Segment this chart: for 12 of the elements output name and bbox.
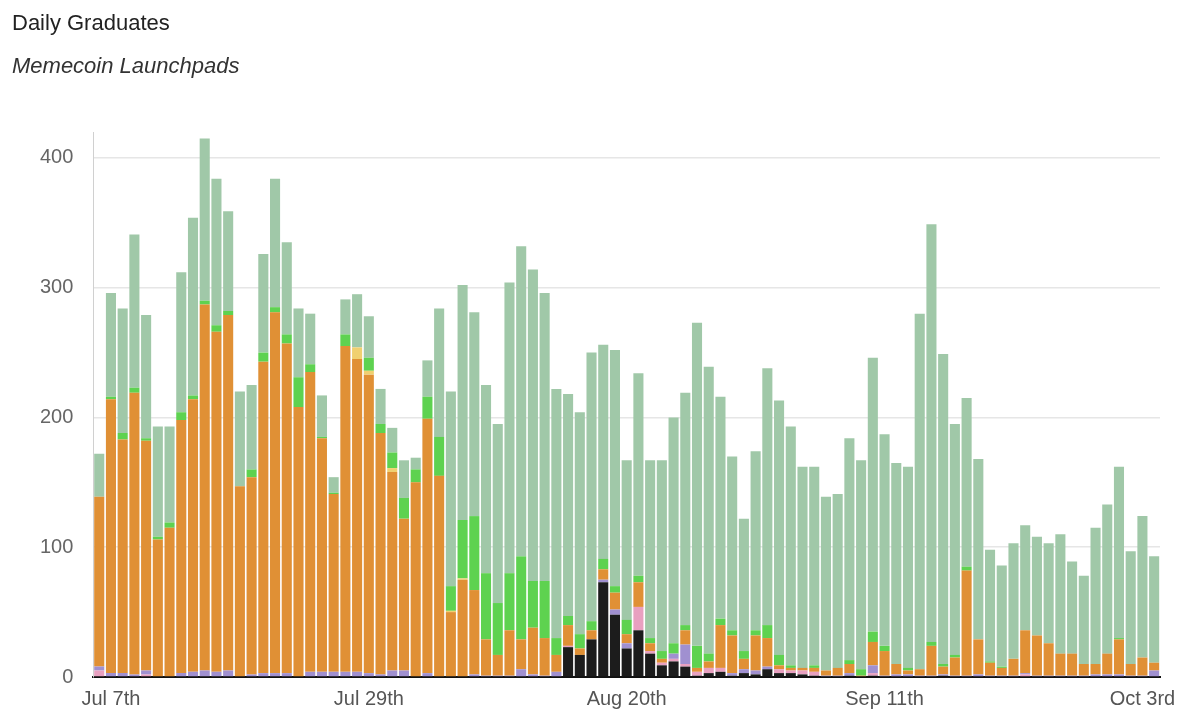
x-tick-label: Jul 29th — [333, 686, 404, 709]
chart-subtitle: Memecoin Launchpads — [12, 53, 240, 79]
y-tick-label: 0 — [62, 664, 74, 687]
x-tick-label: Sep 11th — [845, 686, 924, 709]
y-tick-label: 200 — [39, 404, 74, 427]
y-tick-label: 400 — [39, 145, 74, 168]
y-tick-label: 100 — [39, 534, 74, 557]
x-tick-label: Jul 7th — [81, 686, 141, 709]
x-tick-label: Aug 20th — [586, 686, 667, 709]
chart-title: Daily Graduates — [12, 10, 170, 36]
x-tick-label: Oct 3rd — [1109, 686, 1176, 709]
y-tick-label: 300 — [39, 275, 74, 298]
